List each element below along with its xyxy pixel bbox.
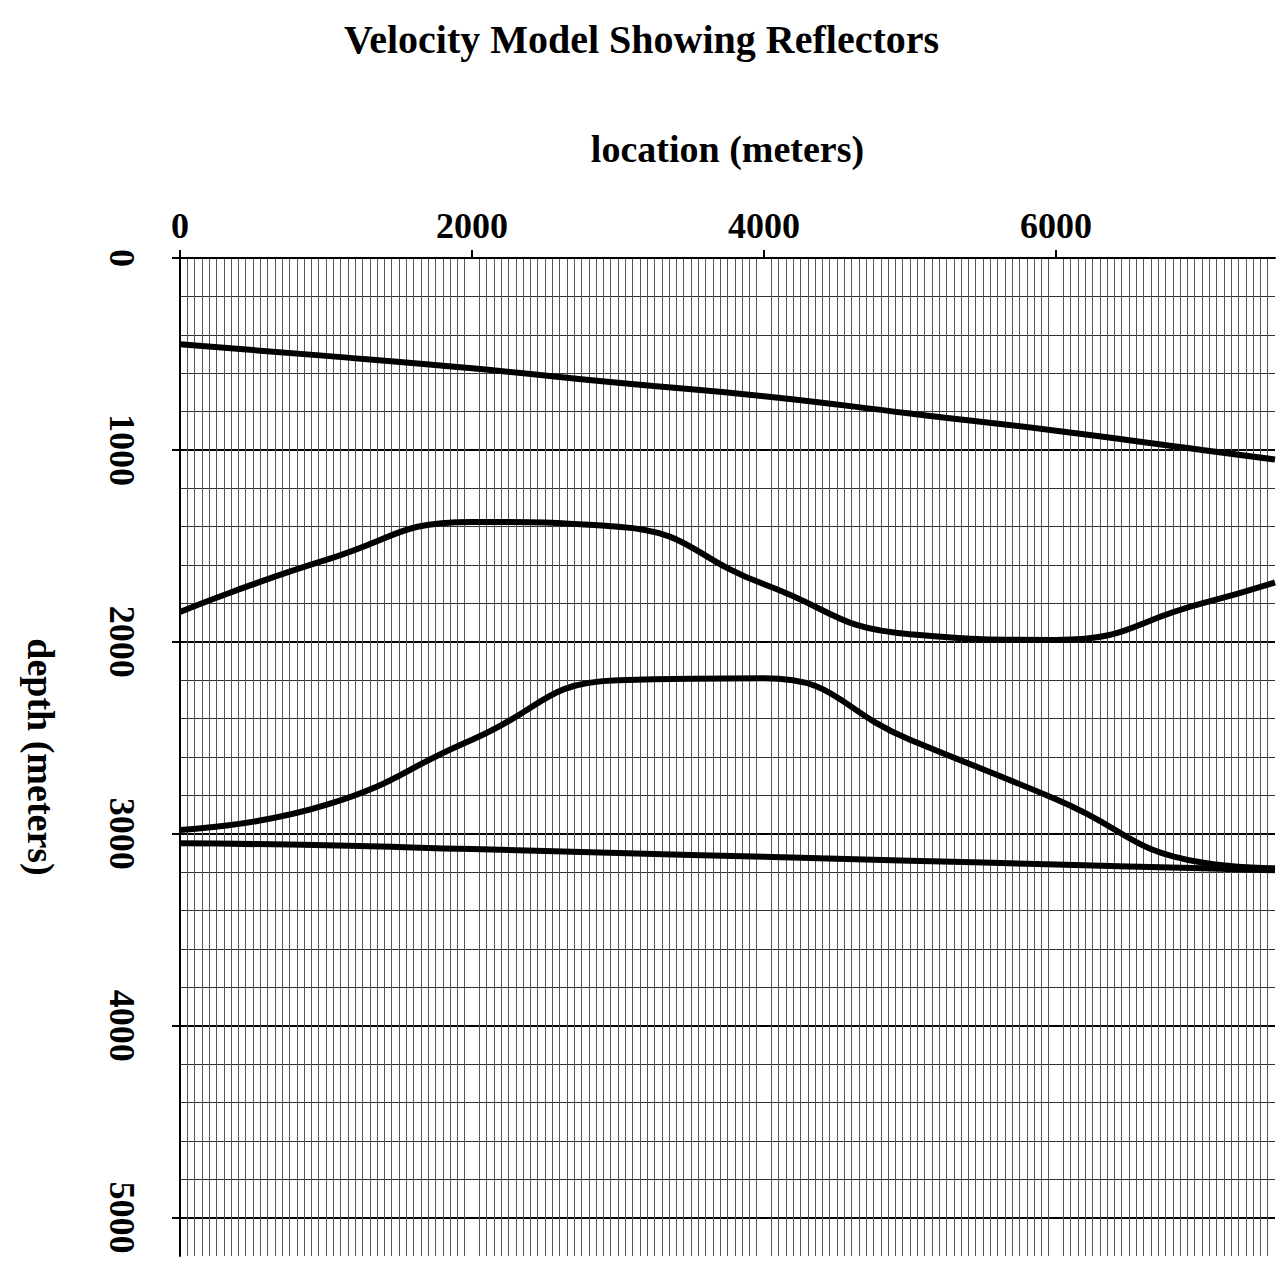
svg-text:2000: 2000	[436, 206, 508, 246]
svg-text:4000: 4000	[728, 206, 800, 246]
svg-text:3000: 3000	[102, 798, 142, 870]
svg-text:Velocity Model Showing Reflect: Velocity Model Showing Reflectors	[344, 17, 939, 62]
svg-text:5000: 5000	[102, 1182, 142, 1254]
svg-text:depth (meters): depth (meters)	[19, 638, 62, 875]
svg-text:0: 0	[102, 249, 142, 267]
svg-text:2000: 2000	[102, 606, 142, 678]
svg-text:4000: 4000	[102, 990, 142, 1062]
svg-text:location (meters): location (meters)	[591, 128, 864, 171]
svg-text:6000: 6000	[1020, 206, 1092, 246]
svg-text:0: 0	[171, 206, 189, 246]
svg-text:1000: 1000	[102, 414, 142, 486]
